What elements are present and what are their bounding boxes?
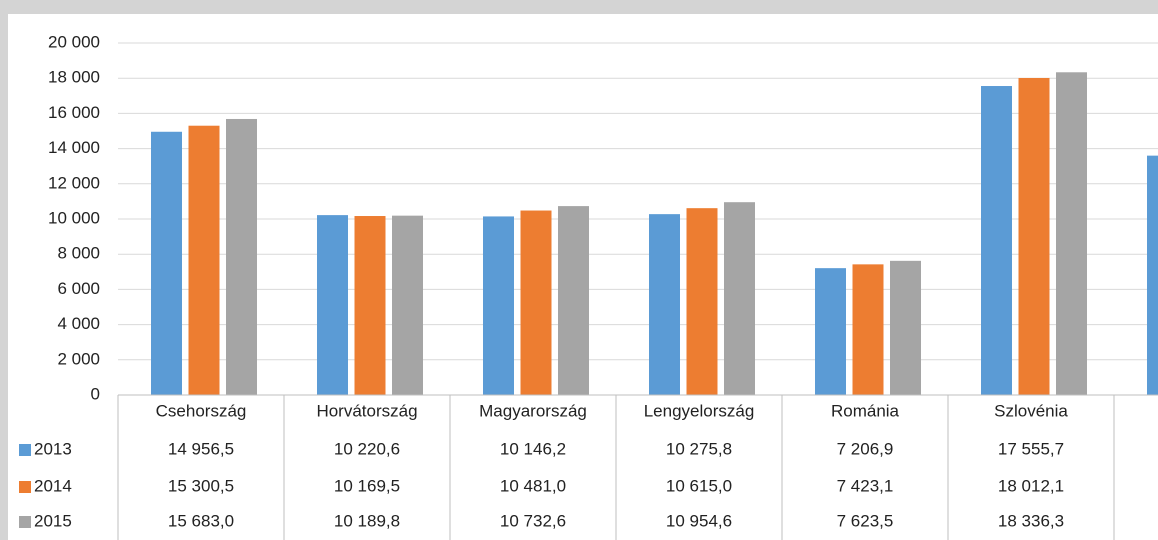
table-cell: 10 275,8 bbox=[666, 439, 732, 458]
table-cell: 10 189,8 bbox=[334, 511, 400, 530]
y-tick-label: 0 bbox=[91, 384, 100, 403]
table-cell: 18 012,1 bbox=[998, 476, 1064, 495]
table-cell: 7 206,9 bbox=[837, 439, 894, 458]
legend-label: 2013 bbox=[34, 439, 72, 458]
y-tick-label: 10 000 bbox=[48, 208, 100, 227]
legend-label: 2014 bbox=[34, 476, 72, 495]
bar bbox=[649, 214, 680, 395]
y-tick-label: 18 000 bbox=[48, 68, 100, 87]
x-tick-label: Lengyelország bbox=[644, 401, 755, 420]
legend-label: 2015 bbox=[34, 511, 72, 530]
table-cell: 10 954,6 bbox=[666, 511, 732, 530]
table-cell: 10 146,2 bbox=[500, 439, 566, 458]
y-tick-label: 14 000 bbox=[48, 138, 100, 157]
bar bbox=[151, 131, 182, 395]
x-tick-label: Magyarország bbox=[479, 401, 587, 420]
bar bbox=[226, 118, 257, 396]
table-cell: 18 336,3 bbox=[998, 511, 1064, 530]
bar bbox=[852, 264, 884, 395]
bar bbox=[188, 125, 220, 396]
bar bbox=[981, 86, 1012, 395]
table-cell: 7 423,1 bbox=[837, 476, 894, 495]
y-tick-label: 16 000 bbox=[48, 103, 100, 122]
bar bbox=[686, 208, 718, 395]
bar bbox=[483, 216, 514, 395]
table-cell: 7 623,5 bbox=[837, 511, 894, 530]
y-tick-label: 6 000 bbox=[57, 279, 100, 298]
x-tick-label: Szlovénia bbox=[994, 401, 1068, 420]
bar bbox=[724, 202, 755, 395]
x-tick-label: Románia bbox=[831, 401, 900, 420]
y-tick-label: 12 000 bbox=[48, 173, 100, 192]
y-tick-label: 8 000 bbox=[57, 244, 100, 263]
table-cell: 10 732,6 bbox=[500, 511, 566, 530]
table-cell: 10 169,5 bbox=[334, 476, 400, 495]
bar bbox=[815, 268, 846, 395]
table-cell: 14 956,5 bbox=[168, 439, 234, 458]
legend-key bbox=[19, 516, 31, 528]
table-cell: 10 481,0 bbox=[500, 476, 566, 495]
bar bbox=[558, 206, 589, 395]
bar bbox=[1147, 155, 1158, 395]
x-tick-label: Horvátország bbox=[316, 401, 417, 420]
table-cell: 15 683,0 bbox=[168, 511, 234, 530]
table-cell: 10 615,0 bbox=[666, 476, 732, 495]
table-cell: 15 300,5 bbox=[168, 476, 234, 495]
x-tick-label: Csehország bbox=[156, 401, 247, 420]
y-tick-label: 2 000 bbox=[57, 349, 100, 368]
bar bbox=[1018, 77, 1050, 396]
bar bbox=[890, 260, 921, 395]
table-cell: 10 220,6 bbox=[334, 439, 400, 458]
table-cell: 17 555,7 bbox=[998, 439, 1064, 458]
bar bbox=[1056, 72, 1087, 395]
bar bbox=[392, 215, 423, 395]
legend-key bbox=[19, 444, 31, 456]
y-tick-label: 20 000 bbox=[48, 32, 100, 51]
bar bbox=[317, 215, 348, 395]
bar bbox=[354, 216, 386, 395]
y-tick-label: 4 000 bbox=[57, 314, 100, 333]
legend-key bbox=[19, 481, 31, 493]
bar bbox=[520, 210, 552, 395]
